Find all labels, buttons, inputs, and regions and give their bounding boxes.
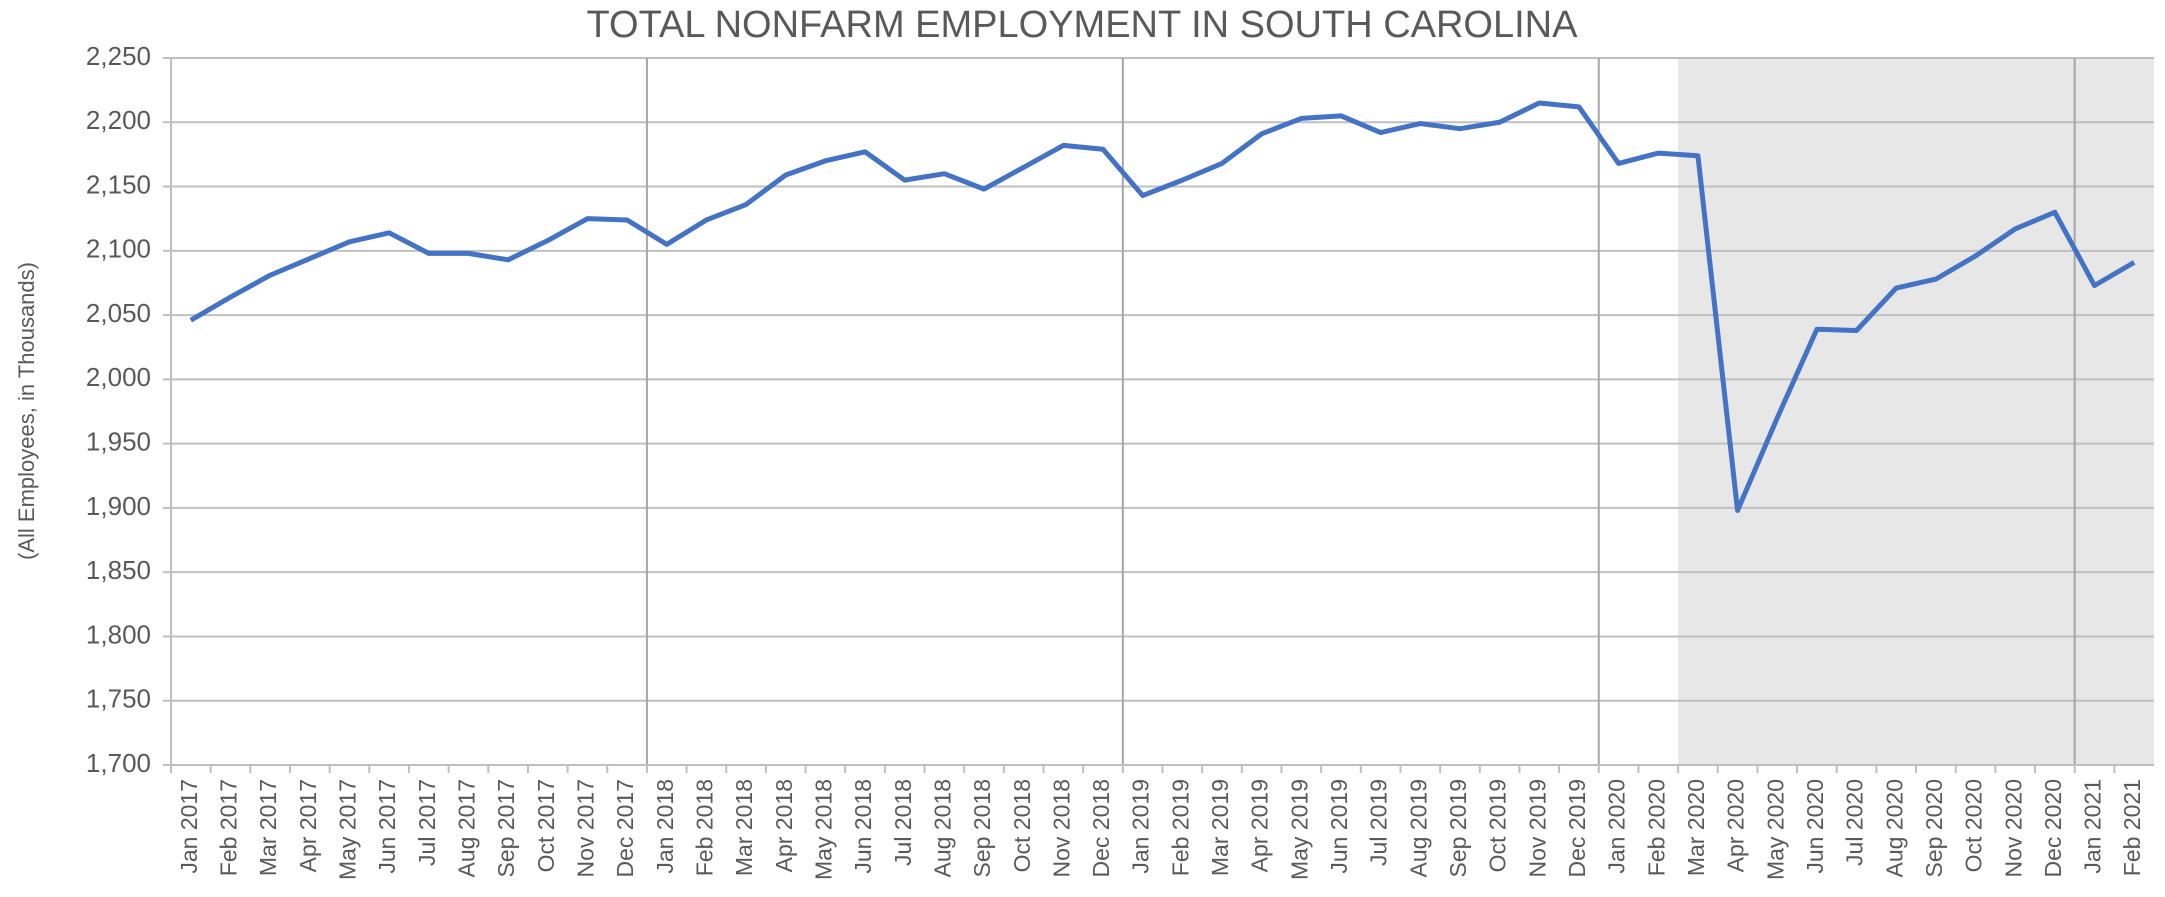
x-tick-label: Aug 2017 (454, 779, 480, 877)
x-tick-label: Dec 2018 (1088, 779, 1114, 877)
x-tick-label: Jun 2018 (850, 779, 876, 874)
x-tick-label: Sep 2017 (493, 779, 519, 877)
x-tick-label: Oct 2018 (1009, 779, 1035, 872)
y-tick-label: 2,050 (86, 298, 151, 328)
x-tick-label: Dec 2017 (612, 779, 638, 877)
x-tick-label: Feb 2019 (1167, 779, 1193, 876)
x-tick-label: Apr 2017 (295, 779, 321, 872)
x-tick-label: Aug 2020 (1881, 779, 1907, 877)
x-tick-label: Jan 2021 (2080, 779, 2106, 874)
x-tick-label: Mar 2018 (731, 779, 757, 876)
x-tick-label: Jul 2017 (414, 779, 440, 866)
x-tick-label: Feb 2018 (691, 779, 717, 876)
x-tick-label: Aug 2019 (1405, 779, 1431, 877)
x-tick-label: Sep 2019 (1445, 779, 1471, 877)
x-tick-label: Jun 2017 (374, 779, 400, 874)
y-tick-label: 2,150 (86, 169, 151, 199)
x-tick-label: May 2020 (1762, 779, 1788, 880)
shaded-region (1678, 58, 2154, 765)
x-tick-label: Mar 2017 (255, 779, 281, 876)
x-tick-label: Jun 2019 (1326, 779, 1352, 874)
x-tick-label: Apr 2019 (1247, 779, 1273, 872)
y-tick-label: 1,750 (86, 684, 151, 714)
x-tick-label: Feb 2020 (1643, 779, 1669, 876)
x-tick-label: Sep 2018 (969, 779, 995, 877)
x-tick-label: Apr 2018 (771, 779, 797, 872)
chart-title: TOTAL NONFARM EMPLOYMENT IN SOUTH CAROLI… (587, 4, 1579, 46)
x-tick-label: Jan 2018 (652, 779, 678, 874)
x-tick-label: Feb 2017 (216, 779, 242, 876)
series-line (189, 100, 2136, 513)
x-tick-label: Aug 2018 (929, 779, 955, 877)
x-tick-label: Oct 2020 (1961, 779, 1987, 872)
x-tick-label: May 2019 (1286, 779, 1312, 880)
x-tick-label: Nov 2019 (1524, 779, 1550, 877)
x-tick-label: May 2018 (810, 779, 836, 880)
x-tick-label: Mar 2020 (1683, 779, 1709, 876)
y-axis-label: (All Employees, in Thousands) (14, 262, 39, 560)
x-tick-label: May 2017 (335, 779, 361, 880)
y-tick-label: 1,900 (86, 491, 151, 521)
x-tick-label: Nov 2018 (1048, 779, 1074, 877)
x-tick-label: Dec 2019 (1564, 779, 1590, 877)
x-tick-label: Oct 2017 (533, 779, 559, 872)
x-tick-label: Jul 2018 (890, 779, 916, 866)
x-tick-label: Jun 2020 (1802, 779, 1828, 874)
y-tick-label: 2,200 (86, 105, 151, 135)
x-tick-label: Jul 2020 (1842, 779, 1868, 866)
y-tick-label: 2,000 (86, 362, 151, 392)
x-tick-label: Feb 2021 (2119, 779, 2145, 876)
x-tick-label: Jan 2017 (176, 779, 202, 874)
y-tick-label: 1,700 (86, 748, 151, 778)
x-tick-label: Nov 2017 (573, 779, 599, 877)
x-tick-label: Sep 2020 (1921, 779, 1947, 877)
x-tick-label: Oct 2019 (1485, 779, 1511, 872)
y-tick-label: 1,950 (86, 427, 151, 457)
x-tick-label: Nov 2020 (2000, 779, 2026, 877)
x-tick-label: Apr 2020 (1723, 779, 1749, 872)
x-tick-label: Dec 2020 (2040, 779, 2066, 877)
y-tick-label: 2,250 (86, 41, 151, 71)
x-tick-label: Jan 2019 (1128, 779, 1154, 874)
x-tick-label: Mar 2019 (1207, 779, 1233, 876)
x-tick-label: Jan 2020 (1604, 779, 1630, 874)
x-tick-label: Jul 2019 (1366, 779, 1392, 866)
y-tick-label: 2,100 (86, 234, 151, 264)
y-tick-label: 1,850 (86, 555, 151, 585)
y-tick-label: 1,800 (86, 619, 151, 649)
